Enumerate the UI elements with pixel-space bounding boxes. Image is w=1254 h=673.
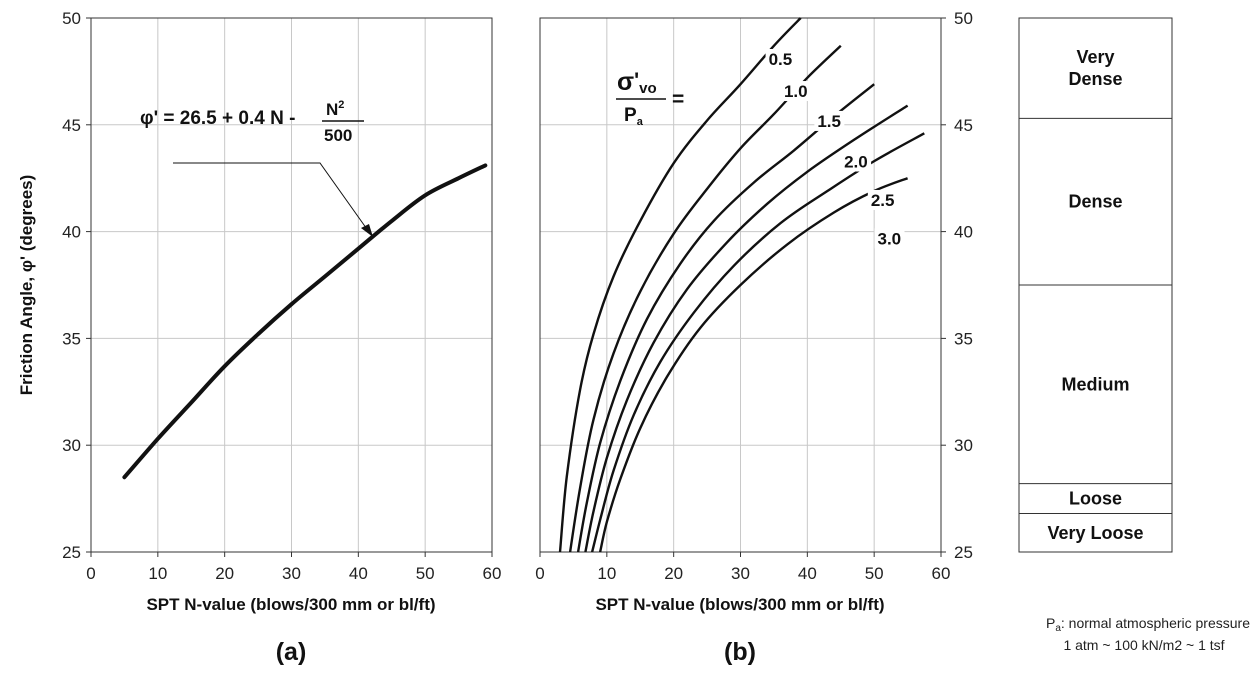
x-tick-label: 40: [349, 564, 368, 583]
panel-b-x-axis-label: SPT N-value (blows/300 mm or bl/ft): [595, 595, 884, 614]
density-label: Loose: [1069, 489, 1122, 509]
y-tick-label: 50: [954, 9, 973, 28]
series-line-1.0: [568, 44, 842, 553]
x-tick-label: 60: [932, 564, 951, 583]
panel-b-label: (b): [724, 638, 756, 666]
y-tick-label: 40: [954, 223, 973, 242]
equation-leader-line: [173, 162, 370, 233]
x-tick-label: 10: [148, 564, 167, 583]
panel-b-y-ticks: 25 30 35 40 45 50: [941, 9, 973, 562]
series-line-1.5: [576, 83, 875, 553]
series-label-0.5: 0.5: [769, 50, 793, 69]
x-tick-label: 0: [535, 564, 544, 583]
series-label-bg: [780, 81, 811, 102]
equation-numerator: N2: [326, 99, 344, 119]
panel-a-grid: [90, 17, 493, 553]
series-label-1.5: 1.5: [817, 112, 841, 131]
y-tick-label: 50: [62, 9, 81, 28]
panel-a: 0 10 20 30 40 50 60 25 30 35 40 45 50 φ' = 26.5 + 0…: [17, 9, 501, 666]
equation-arrowhead: [361, 224, 373, 237]
panel-a-y-axis-label: Friction Angle, φ' (degrees): [17, 175, 36, 396]
series-label-3.0: 3.0: [878, 229, 902, 248]
series-label-bg: [874, 228, 905, 249]
ratio-equals: =: [672, 88, 684, 111]
series-label-bg: [841, 151, 872, 172]
y-tick-label: 30: [62, 436, 81, 455]
ratio-denominator: Pa: [624, 105, 644, 128]
y-tick-label: 35: [954, 329, 973, 348]
panel-a-label: (a): [276, 638, 307, 666]
y-tick-label: 45: [62, 116, 81, 135]
y-tick-label: 40: [62, 223, 81, 242]
x-tick-label: 20: [664, 564, 683, 583]
ratio-sigma: σ'vo: [617, 68, 657, 97]
series-line-3.0: [598, 177, 909, 553]
footnote-line-1: Pa: normal atmospheric pressure =: [1046, 615, 1254, 634]
equation-denominator: 500: [324, 126, 352, 145]
series-line-2.0: [584, 104, 909, 553]
x-tick-label: 30: [282, 564, 301, 583]
series-line-0.5: [558, 17, 802, 553]
panel-a-x-axis-label: SPT N-value (blows/300 mm or bl/ft): [146, 595, 435, 614]
series-label-2.0: 2.0: [844, 153, 868, 172]
series-label-1.0: 1.0: [784, 82, 808, 101]
x-tick-label: 50: [865, 564, 884, 583]
y-tick-label: 25: [62, 543, 81, 562]
x-tick-label: 30: [731, 564, 750, 583]
y-tick-label: 35: [62, 329, 81, 348]
panel-a-x-ticks: 0 10 20 30 40 50 60: [86, 552, 501, 583]
density-label: Medium: [1061, 374, 1129, 394]
density-label: Dense: [1068, 192, 1122, 212]
y-tick-label: 45: [954, 116, 973, 135]
series-label-2.5: 2.5: [871, 191, 895, 210]
x-tick-label: 0: [86, 564, 95, 583]
x-tick-label: 40: [798, 564, 817, 583]
density-label: Very Loose: [1047, 523, 1143, 543]
footnote-line-2: 1 atm ~ 100 kN/m2 ~ 1 tsf: [1063, 637, 1224, 653]
x-tick-label: 10: [597, 564, 616, 583]
panel-b-series-labels: 0.5 1.0 1.5 2.02.5 3.0: [765, 48, 905, 249]
panel-b-series-lines: [558, 17, 925, 553]
x-tick-label: 60: [483, 564, 502, 583]
density-label: Very: [1076, 47, 1114, 67]
panel-a-series-line: [122, 163, 488, 480]
x-tick-label: 20: [215, 564, 234, 583]
series-label-bg: [765, 48, 796, 69]
y-tick-label: 30: [954, 436, 973, 455]
equation-lhs: φ' = 26.5 + 0.4 N -: [140, 108, 295, 129]
panel-a-y-ticks: 25 30 35 40 45 50: [62, 9, 91, 562]
series-line-2.5: [590, 132, 925, 553]
series-label-bg: [814, 110, 845, 131]
panel-b-x-ticks: 0 10 20 30 40 50 60: [535, 552, 950, 583]
y-tick-label: 25: [954, 543, 973, 562]
x-tick-label: 50: [416, 564, 435, 583]
density-label: Dense: [1068, 69, 1122, 89]
series-label-bg: [867, 189, 898, 210]
footnote: Pa: normal atmospheric pressure = 1 atm …: [1046, 615, 1254, 653]
